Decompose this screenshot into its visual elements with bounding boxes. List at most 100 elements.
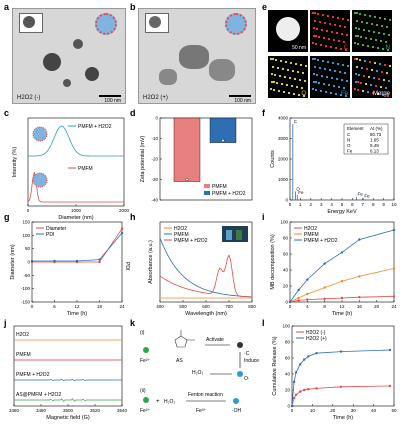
particle-schematic-icon (32, 126, 48, 142)
chart-l-xtick-label: 10 (310, 408, 316, 413)
chart-f-table-cell: 1.65 (370, 138, 379, 143)
eds-dot (370, 84, 372, 86)
eds-dot (322, 14, 324, 16)
chart-j-series-line (14, 378, 122, 382)
panel-letter-l: l (262, 318, 265, 328)
eds-dot (315, 81, 317, 83)
chart-i-point (392, 295, 396, 298)
eds-dot (296, 86, 298, 88)
eds-dot (288, 92, 290, 94)
eds-dot (388, 80, 390, 82)
eds-dot (379, 63, 381, 65)
eds-dot (373, 77, 375, 79)
eds-dot (294, 78, 296, 80)
eds-dot (346, 80, 348, 82)
chart-i-xtick-label: 12 (339, 304, 345, 309)
chart-d-ytick-label: -20 (151, 157, 158, 162)
eds-dot (363, 29, 365, 31)
chart-h-series-line (159, 254, 253, 298)
chart-i-xtick-label: 20 (374, 304, 380, 309)
chart-f-ytick-label: 1000 (278, 177, 289, 182)
oxygen-radical-icon (237, 371, 243, 377)
chart-f-table (343, 123, 389, 155)
eds-dot (343, 87, 345, 89)
eds-dot (320, 90, 322, 92)
eds-dot (381, 71, 383, 73)
eds-map-label: C (343, 45, 348, 51)
eds-dot (361, 21, 363, 23)
eds-dot (329, 69, 331, 71)
chart-c-xtick-label: 1000 (71, 208, 82, 213)
eds-dot (383, 79, 385, 81)
chart-f-xtick-label: 3 (320, 202, 323, 207)
panel-letter-d: d (130, 108, 136, 118)
eds-map-label: N (385, 45, 390, 51)
eds-map-label: Merge (372, 91, 390, 97)
eds-dot (364, 14, 366, 16)
chart-g-ytick-label: 100 (22, 233, 30, 238)
eds-dot (328, 38, 330, 40)
chart-f-peak-label: O (296, 186, 300, 191)
eds-dot (378, 78, 380, 80)
chart-f-ylabel: Counts (270, 150, 276, 168)
eds-dot (273, 81, 275, 83)
chart-g-ylabel2: PDI (124, 262, 130, 270)
eds-map-fe: Fe (310, 56, 350, 98)
chart-i-xtick-label: 16 (357, 304, 363, 309)
chart-d-bar (173, 117, 201, 182)
sem-particle (276, 17, 300, 41)
chart-g-ytick-label: -150 (21, 300, 31, 305)
eds-dot (339, 25, 341, 27)
eds-dot (313, 35, 315, 37)
chart-i-ytick-label: 20 (283, 284, 289, 289)
eds-dot (357, 43, 359, 45)
chart-d-point (221, 139, 225, 143)
eds-dot (371, 23, 373, 25)
eds-dot (271, 81, 273, 83)
eds-dot (345, 95, 347, 97)
nanoparticle (85, 67, 99, 81)
chart-g-ytick-label: -50 (23, 273, 30, 278)
scheme-plus: + (156, 399, 160, 405)
chart-i-xtick-label: 8 (323, 304, 326, 309)
eds-dot (383, 33, 385, 35)
eds-dot (340, 94, 342, 96)
chart-g-ytick-label: -100 (21, 286, 31, 291)
eds-dot (272, 58, 274, 60)
eds-dot (360, 36, 362, 38)
eds-dot (338, 86, 340, 88)
tem-image-a: H2O2 (-) 100 nm (12, 8, 126, 104)
chart-d-ytick-label: 0 (155, 116, 158, 121)
chart-l-legend: H2O2 (+) (306, 336, 327, 342)
chart-d-point (185, 178, 189, 182)
eds-dot (299, 79, 301, 81)
eds-dot (388, 34, 390, 36)
scheme-h2o2: H₂O₂ (192, 370, 203, 376)
eds-dot (369, 15, 371, 17)
eds-dot (344, 26, 346, 28)
eds-dot (365, 37, 367, 39)
chart-l-ytick-label: 0 (287, 404, 290, 409)
eds-dot (336, 78, 338, 80)
eds-dot (289, 77, 291, 79)
eds-dot (271, 73, 273, 75)
eds-map-n: N (352, 10, 392, 52)
panel-letter-g: g (4, 212, 10, 222)
eds-dot (334, 24, 336, 26)
chart-g-ylabel: Diameter (nm) (10, 244, 16, 279)
chart-j-xtick-label: 3540 (117, 408, 128, 413)
chart-d-legend: PMFM (212, 184, 227, 190)
chart-j-xtick-label: 3460 (9, 408, 20, 413)
eds-dot (357, 35, 359, 37)
chart-l-legend: H2O2 (-) (306, 330, 326, 336)
eds-dot (313, 81, 315, 83)
eds-dot (379, 17, 381, 19)
chart-i-ylabel: MB decomposition (%) (270, 234, 276, 289)
chart-l-ytick-label: 100 (282, 324, 290, 329)
eds-dot (339, 71, 341, 73)
eds-dot (280, 60, 282, 62)
panel-letter-k: k (130, 318, 136, 328)
eds-dot (375, 85, 377, 87)
eds-dot (278, 90, 280, 92)
